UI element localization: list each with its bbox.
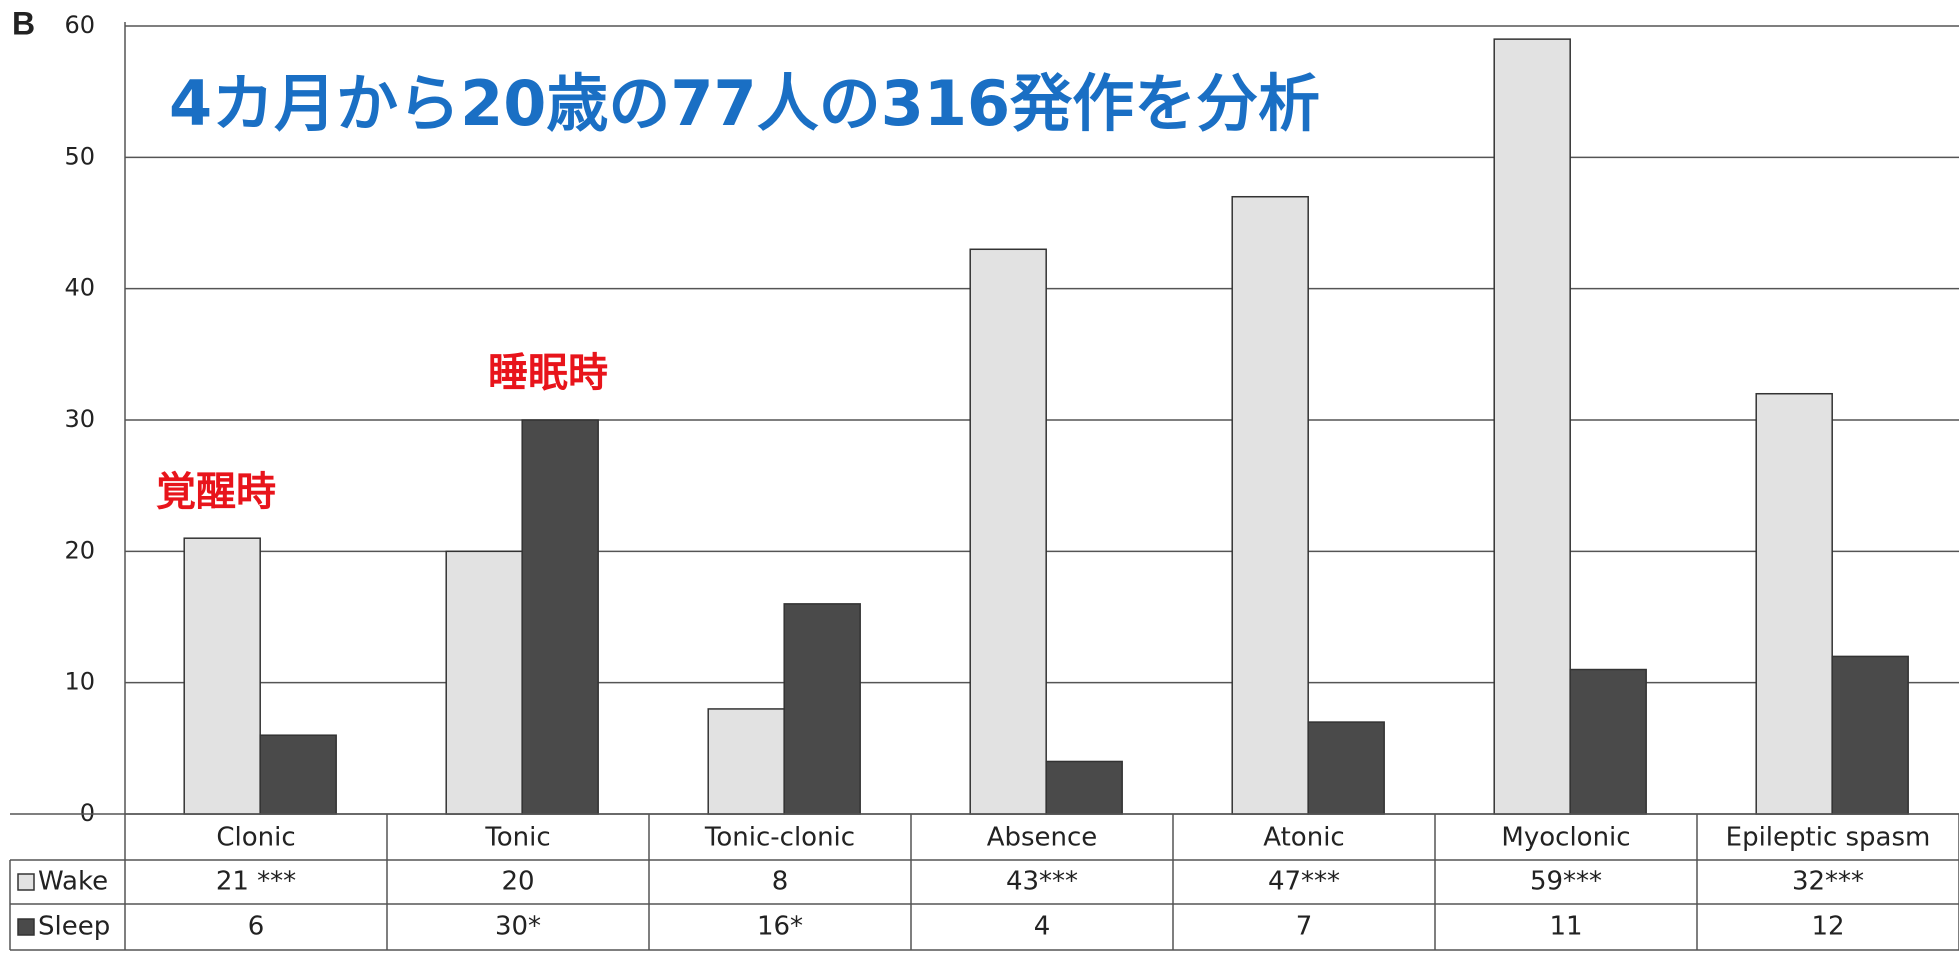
bar: [259, 734, 337, 815]
data-label: 20: [501, 867, 534, 897]
x-tick-label: Clonic: [216, 823, 295, 853]
y-tick-label: 0: [80, 799, 95, 827]
x-tick-label: Myoclonic: [1501, 823, 1630, 853]
y-tick-label: 60: [64, 11, 95, 39]
title-bg: [160, 60, 1440, 156]
x-tick-label: Tonic-clonic: [704, 823, 855, 853]
data-label: 59***: [1530, 867, 1602, 897]
bar: [1307, 721, 1385, 815]
panel-label: B: [12, 5, 35, 41]
data-label: 30*: [495, 912, 541, 942]
annotation: 睡眠時: [488, 350, 608, 396]
legend-label: Wake: [38, 867, 108, 897]
x-tick-label: Epileptic spasm: [1726, 823, 1931, 853]
bar: [445, 550, 523, 815]
bar: [969, 248, 1047, 815]
legend-swatch: [17, 918, 35, 936]
data-label: 6: [248, 912, 265, 942]
data-label: 12: [1811, 912, 1844, 942]
bar: [1569, 668, 1647, 815]
data-label: 32***: [1792, 867, 1864, 897]
data-label: 21 ***: [216, 867, 296, 897]
bar: [1045, 760, 1123, 815]
y-tick-label: 30: [64, 405, 95, 433]
x-tick-label: Tonic: [484, 823, 550, 853]
x-tick-label: Absence: [987, 823, 1098, 853]
data-label: 47***: [1268, 867, 1340, 897]
bar: [1755, 392, 1833, 815]
y-tick-label: 20: [64, 536, 95, 564]
data-label: 11: [1549, 912, 1582, 942]
y-tick-label: 50: [64, 142, 95, 170]
annotation: 覚醒時: [156, 469, 276, 515]
legend-label: Sleep: [38, 912, 110, 942]
y-tick-label: 40: [64, 274, 95, 302]
bar: [521, 419, 599, 815]
bar: [1831, 655, 1909, 815]
bar: [1231, 195, 1309, 815]
bar: [1493, 38, 1571, 815]
data-label: 7: [1296, 912, 1313, 942]
x-tick-label: Atonic: [1263, 823, 1344, 853]
bar: [707, 708, 785, 815]
y-tick-label: 10: [64, 668, 95, 696]
data-label: 8: [772, 867, 789, 897]
data-label: 4: [1034, 912, 1051, 942]
data-label: 43***: [1006, 867, 1078, 897]
data-label: 16*: [757, 912, 803, 942]
bar: [183, 537, 261, 815]
bar: [783, 603, 861, 815]
chart-title: 4カ月から20歳の77人の316発作を分析: [169, 67, 1320, 140]
legend-swatch: [17, 873, 35, 891]
